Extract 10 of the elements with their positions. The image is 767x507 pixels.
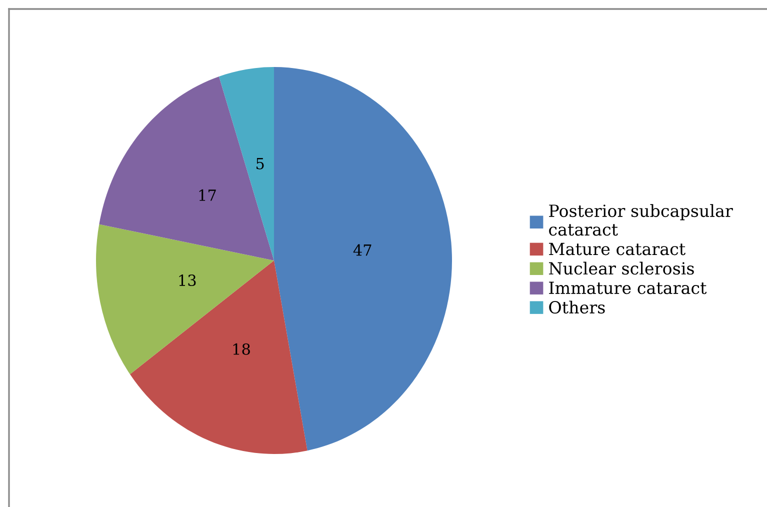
legend-label: Others — [549, 300, 605, 314]
data-label: 5 — [256, 158, 264, 170]
legend-label: Posterior subcapsular cataract — [549, 204, 733, 236]
data-label: 47 — [353, 244, 372, 256]
legend-label: Mature cataract — [549, 242, 686, 256]
legend-label: Nuclear sclerosis — [549, 262, 694, 275]
data-label: 18 — [233, 343, 250, 355]
data-label: 17 — [199, 189, 216, 201]
data-label: 13 — [179, 274, 196, 286]
legend-label: Immature cataract — [549, 282, 707, 294]
